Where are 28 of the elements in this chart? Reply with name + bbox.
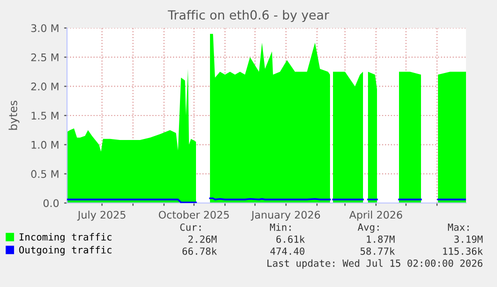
y-tick-label: 1.0 M [32, 140, 58, 149]
y-tick-label: 0.0 [43, 199, 59, 208]
text: 115.36k [443, 247, 483, 255]
text: 6.61k [276, 235, 305, 243]
text: 474.40 [270, 247, 304, 255]
y-tick-label: 0.5 M [31, 170, 58, 178]
text: Min: [270, 223, 291, 231]
y-tick-label: 1.5 M [32, 112, 58, 120]
text: Cur: [180, 223, 201, 231]
y-tick-label: 2.5 M [31, 53, 58, 62]
text: 3.19M [454, 235, 483, 243]
y-axis-title: bytes [8, 100, 20, 130]
text: Avg: [358, 224, 379, 233]
legend-label: Incoming traffic [20, 233, 112, 243]
x-tick-label: April 2026 [349, 210, 402, 221]
text: Last update: Wed Jul 15 02:00:00 2026 [267, 259, 482, 269]
legend-label: Outgoing traffic [19, 246, 112, 256]
x-tick-label: October 2025 [158, 210, 229, 219]
y-tick-label: 3.0 M [31, 24, 58, 32]
text: Max: [448, 224, 469, 231]
y-tick-label: 2.0 M [31, 82, 58, 90]
text: 2.26M [188, 235, 217, 243]
text: 58.77k [360, 247, 395, 255]
chart-title: Traffic on eth0.6 - by year [168, 10, 330, 22]
x-tick-label: July 2025 [77, 210, 126, 221]
text: 66.78k [182, 247, 217, 255]
x-tick-label: January 2026 [250, 210, 320, 221]
text: 1.87M [366, 235, 395, 243]
